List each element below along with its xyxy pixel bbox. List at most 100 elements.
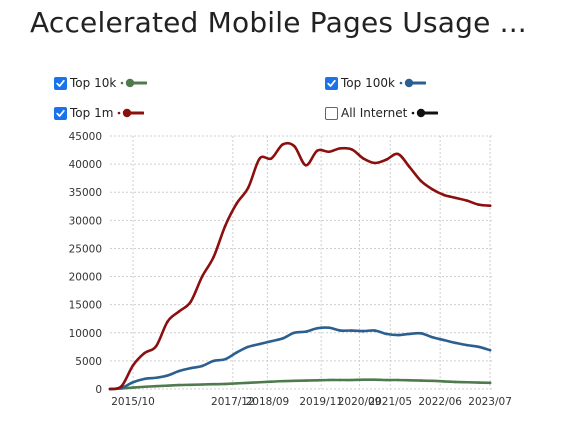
data-point-top-10k[interactable] <box>143 385 146 389</box>
data-point-top-10k[interactable] <box>177 383 181 387</box>
data-point-top-1m[interactable] <box>292 144 296 148</box>
data-point-top-1m[interactable] <box>327 150 331 154</box>
data-point-top-10k[interactable] <box>327 378 331 382</box>
data-point-top-10k[interactable] <box>350 378 354 382</box>
data-point-top-1m[interactable] <box>166 320 169 323</box>
data-point-top-10k[interactable] <box>235 382 238 385</box>
data-point-top-10k[interactable] <box>212 382 215 386</box>
data-point-top-1m[interactable] <box>477 203 480 206</box>
data-point-top-1m[interactable] <box>131 364 135 367</box>
data-point-top-100k[interactable] <box>154 376 158 380</box>
data-point-top-1m[interactable] <box>120 384 123 388</box>
data-point-top-10k[interactable] <box>385 378 388 382</box>
data-point-top-100k[interactable] <box>362 329 365 333</box>
data-point-top-10k[interactable] <box>316 378 319 382</box>
data-point-top-100k[interactable] <box>258 342 262 346</box>
data-point-top-100k[interactable] <box>454 341 457 345</box>
data-point-top-10k[interactable] <box>362 378 365 382</box>
data-point-top-100k[interactable] <box>373 329 377 332</box>
data-point-top-100k[interactable] <box>304 330 308 333</box>
data-point-top-1m[interactable] <box>408 165 411 169</box>
data-point-top-10k[interactable] <box>304 379 308 382</box>
data-point-top-1m[interactable] <box>373 161 377 165</box>
data-point-top-1m[interactable] <box>362 157 365 160</box>
data-point-top-100k[interactable] <box>327 326 331 330</box>
data-point-top-100k[interactable] <box>477 345 480 349</box>
data-point-top-1m[interactable] <box>488 204 492 208</box>
data-point-top-10k[interactable] <box>246 381 250 385</box>
data-point-top-1m[interactable] <box>442 193 446 197</box>
data-point-top-100k[interactable] <box>465 343 469 347</box>
data-point-top-100k[interactable] <box>396 333 400 337</box>
data-point-top-10k[interactable] <box>166 384 169 387</box>
data-point-top-100k[interactable] <box>177 369 181 373</box>
data-point-top-1m[interactable] <box>339 147 342 150</box>
data-point-top-100k[interactable] <box>223 357 227 361</box>
data-point-top-100k[interactable] <box>339 329 342 332</box>
data-point-top-10k[interactable] <box>189 383 192 387</box>
data-point-top-1m[interactable] <box>350 148 354 151</box>
data-point-top-1m[interactable] <box>223 224 227 228</box>
data-point-top-100k[interactable] <box>212 359 215 363</box>
data-point-top-100k[interactable] <box>408 332 411 336</box>
data-point-top-1m[interactable] <box>189 300 192 304</box>
data-point-top-100k[interactable] <box>281 337 285 340</box>
data-point-top-10k[interactable] <box>269 380 273 383</box>
data-point-top-100k[interactable] <box>292 331 296 335</box>
data-point-top-10k[interactable] <box>292 379 296 383</box>
series-line-top-1m[interactable] <box>108 141 492 391</box>
legend-item-all-internet[interactable]: All Internet <box>325 105 439 121</box>
data-point-top-100k[interactable] <box>488 348 492 352</box>
data-point-top-1m[interactable] <box>419 179 423 183</box>
data-point-top-1m[interactable] <box>454 196 457 200</box>
data-point-top-100k[interactable] <box>350 329 354 332</box>
data-point-top-100k[interactable] <box>442 338 446 342</box>
data-point-top-10k[interactable] <box>339 378 342 382</box>
data-point-top-10k[interactable] <box>488 381 492 385</box>
data-point-top-1m[interactable] <box>304 163 308 167</box>
data-point-top-1m[interactable] <box>465 199 469 202</box>
data-point-top-1m[interactable] <box>258 157 262 160</box>
data-point-top-100k[interactable] <box>246 345 250 349</box>
data-point-top-100k[interactable] <box>316 326 319 330</box>
data-point-top-100k[interactable] <box>189 366 192 370</box>
series-line-top-100k[interactable] <box>108 326 492 391</box>
data-point-top-100k[interactable] <box>385 332 388 336</box>
data-point-top-10k[interactable] <box>200 383 204 386</box>
data-point-top-10k[interactable] <box>258 380 262 384</box>
data-point-top-1m[interactable] <box>177 310 181 313</box>
data-point-top-100k[interactable] <box>419 332 423 335</box>
data-point-top-10k[interactable] <box>477 381 480 384</box>
legend-item-top-1m[interactable]: Top 1m <box>54 105 145 121</box>
data-point-top-1m[interactable] <box>269 157 273 160</box>
data-point-top-100k[interactable] <box>235 351 238 354</box>
data-point-top-1m[interactable] <box>385 158 388 161</box>
data-point-top-1m[interactable] <box>316 149 319 152</box>
data-point-top-1m[interactable] <box>396 152 400 156</box>
data-point-top-10k[interactable] <box>131 386 135 389</box>
data-point-top-10k[interactable] <box>373 378 377 382</box>
legend-checkbox[interactable] <box>325 76 338 90</box>
data-point-top-1m[interactable] <box>431 188 434 191</box>
data-point-top-100k[interactable] <box>166 374 169 377</box>
data-point-top-100k[interactable] <box>131 380 135 384</box>
data-point-top-10k[interactable] <box>465 380 469 384</box>
data-point-top-10k[interactable] <box>223 382 227 386</box>
data-point-top-1m[interactable] <box>200 275 204 278</box>
data-point-top-10k[interactable] <box>396 378 400 382</box>
data-point-top-1m[interactable] <box>143 351 146 355</box>
data-point-top-1m[interactable] <box>235 202 238 205</box>
data-point-top-100k[interactable] <box>143 377 146 381</box>
legend-item-top-10k[interactable]: Top 10k <box>54 75 148 91</box>
legend-item-top-100k[interactable]: Top 100k <box>325 75 426 91</box>
data-point-top-1m[interactable] <box>154 344 158 348</box>
data-point-top-10k[interactable] <box>154 384 158 388</box>
legend-checkbox[interactable] <box>54 106 67 120</box>
data-point-top-100k[interactable] <box>200 364 204 368</box>
data-point-top-10k[interactable] <box>431 379 434 383</box>
data-point-top-1m[interactable] <box>212 255 215 259</box>
data-point-top-1m[interactable] <box>108 387 112 391</box>
data-point-top-100k[interactable] <box>269 339 273 343</box>
data-point-top-10k[interactable] <box>454 380 457 384</box>
legend-checkbox[interactable] <box>54 76 67 90</box>
